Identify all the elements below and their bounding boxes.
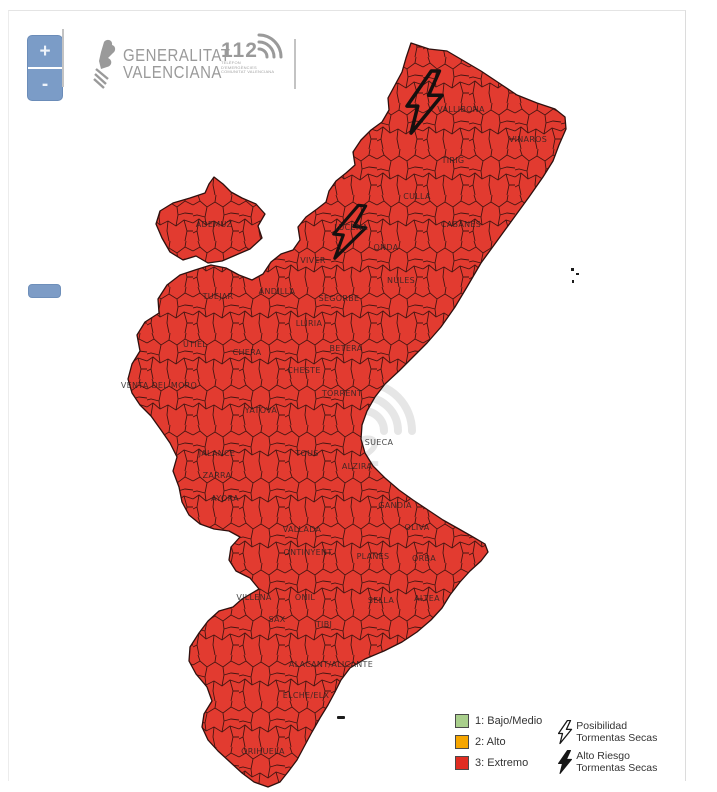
muni-label: OLIVA (404, 523, 429, 532)
legend-item-highrisk-storms: Alto Riesgo Tormentas Secas (558, 750, 657, 776)
muni-label: LLÍRIA (296, 317, 323, 328)
muni-label: ALTEA (414, 594, 440, 603)
columbretes-islands (571, 268, 579, 283)
map-container[interactable]: 112 VALLIBONA VINAROS TIRIG CULLA CABANE… (8, 10, 686, 788)
legend-item-level2: 2: Alto (455, 735, 542, 749)
zoom-in-button[interactable]: + (28, 36, 62, 69)
storm1-label-line2: Tormentas Secas (576, 732, 658, 744)
muni-label: CHERA (233, 348, 262, 357)
header-divider-2 (294, 39, 296, 89)
muni-label: TORRENT (321, 389, 362, 398)
muni-label: ANDILLA (259, 287, 296, 296)
municipality-borders-overlay (128, 43, 566, 787)
gva-crest-icon (93, 39, 116, 89)
muni-label: ALACANT/ALICANTE (289, 660, 373, 669)
muni-label: CULLA (403, 192, 431, 201)
muni-label: JALANCE (198, 449, 236, 458)
lightning-solid-icon (558, 750, 573, 774)
signal-arcs-icon (257, 33, 283, 59)
muni-label: VILLENA (236, 593, 272, 602)
muni-label: BETERA (330, 344, 363, 353)
muni-label: ALZIRA (342, 462, 373, 471)
muni-label: AYORA (211, 494, 239, 503)
legend-item-level1: 1: Bajo/Medio (455, 714, 542, 728)
muni-label: VIVER (300, 256, 326, 265)
logo-112-tagline2: D'EMERGÈNCIES (221, 64, 257, 70)
storm2-label-line1: Alto Riesgo (576, 750, 630, 762)
muni-label: NULES (387, 276, 415, 285)
zoom-out-button[interactable]: - (41, 74, 49, 95)
muni-label: VALLIBONA (437, 105, 485, 114)
muni-label: ONTINYENT (283, 548, 332, 557)
logo-112: 112 TELÈFON D'EMERGÈNCIES COMUNITAT VALE… (221, 33, 283, 75)
lightning-outline-icon (558, 720, 573, 745)
muni-label: ORBA (412, 554, 436, 563)
muni-label: YATOVA (244, 406, 278, 415)
side-control-pill[interactable] (28, 284, 61, 298)
muni-label: GANDIA (378, 501, 412, 510)
legend-storms: Posibilidad Tormentas Secas Alto Riesgo … (558, 714, 657, 776)
logo-112-tagline3: COMUNITAT VALENCIANA (221, 69, 275, 75)
muni-label: PLANES (357, 552, 390, 561)
muni-label: ELCHE/ELX (283, 691, 330, 700)
muni-label: ONIL (295, 593, 316, 602)
muni-label: ZARRA (203, 471, 232, 480)
muni-label: VINAROS (509, 135, 547, 144)
muni-label: TOUS (294, 449, 318, 458)
header-divider (62, 29, 64, 87)
legend-level1-label: 1: Bajo/Medio (475, 715, 543, 727)
storm1-label-line1: Posibilidad (576, 720, 628, 732)
level2-swatch (455, 735, 469, 749)
municipality-labels: VALLIBONA VINAROS TIRIG CULLA CABANES AD… (121, 105, 547, 756)
legend: 1: Bajo/Medio 2: Alto 3: Extremo (455, 714, 657, 776)
muni-label: ORIHUELA (241, 747, 285, 756)
muni-label: VALLADA (283, 525, 322, 534)
logo-112-tagline1: TELÈFON (221, 60, 241, 65)
level1-swatch (455, 714, 469, 728)
gva-logo-line1: GENERALITAT (123, 45, 231, 66)
muni-label: SELLA (368, 596, 394, 605)
muni-label: VENTA DEL MORO (121, 381, 197, 390)
muni-label: TIRIG (441, 156, 465, 165)
muni-label: LUCENA (334, 223, 368, 232)
legend-level2-label: 2: Alto (475, 736, 506, 748)
gva-logo-line2: VALENCIANA (123, 63, 222, 83)
legend-item-level3: 3: Extremo (455, 756, 542, 770)
risk-map[interactable]: 112 VALLIBONA VINAROS TIRIG CULLA CABANE… (9, 11, 717, 792)
storm2-label-line2: Tormentas Secas (576, 762, 658, 774)
muni-label: ADEMUZ (196, 220, 233, 229)
region-comunitat-valenciana[interactable] (127, 42, 567, 788)
legend-level3-label: 3: Extremo (475, 757, 529, 769)
muni-label: ONDA (374, 243, 399, 252)
muni-label: SAX (268, 615, 285, 624)
muni-label: TIBI (315, 620, 332, 629)
muni-label: TUEJAR (202, 292, 234, 301)
tabarca-island (337, 716, 345, 719)
level3-swatch (455, 756, 469, 770)
muni-label: SUECA (365, 438, 394, 447)
muni-label: SEGORBE (319, 294, 360, 303)
logo-112-number: 112 (221, 39, 258, 62)
muni-label: CHESTE (287, 366, 320, 375)
generalitat-valenciana-logo: GENERALITAT VALENCIANA (93, 39, 230, 89)
legend-item-possible-storms: Posibilidad Tormentas Secas (558, 720, 657, 746)
muni-label: CABANES (441, 220, 481, 229)
zoom-control[interactable]: + - (27, 35, 63, 101)
muni-label: UTIEL (183, 340, 207, 349)
legend-risk-levels: 1: Bajo/Medio 2: Alto 3: Extremo (455, 714, 542, 776)
